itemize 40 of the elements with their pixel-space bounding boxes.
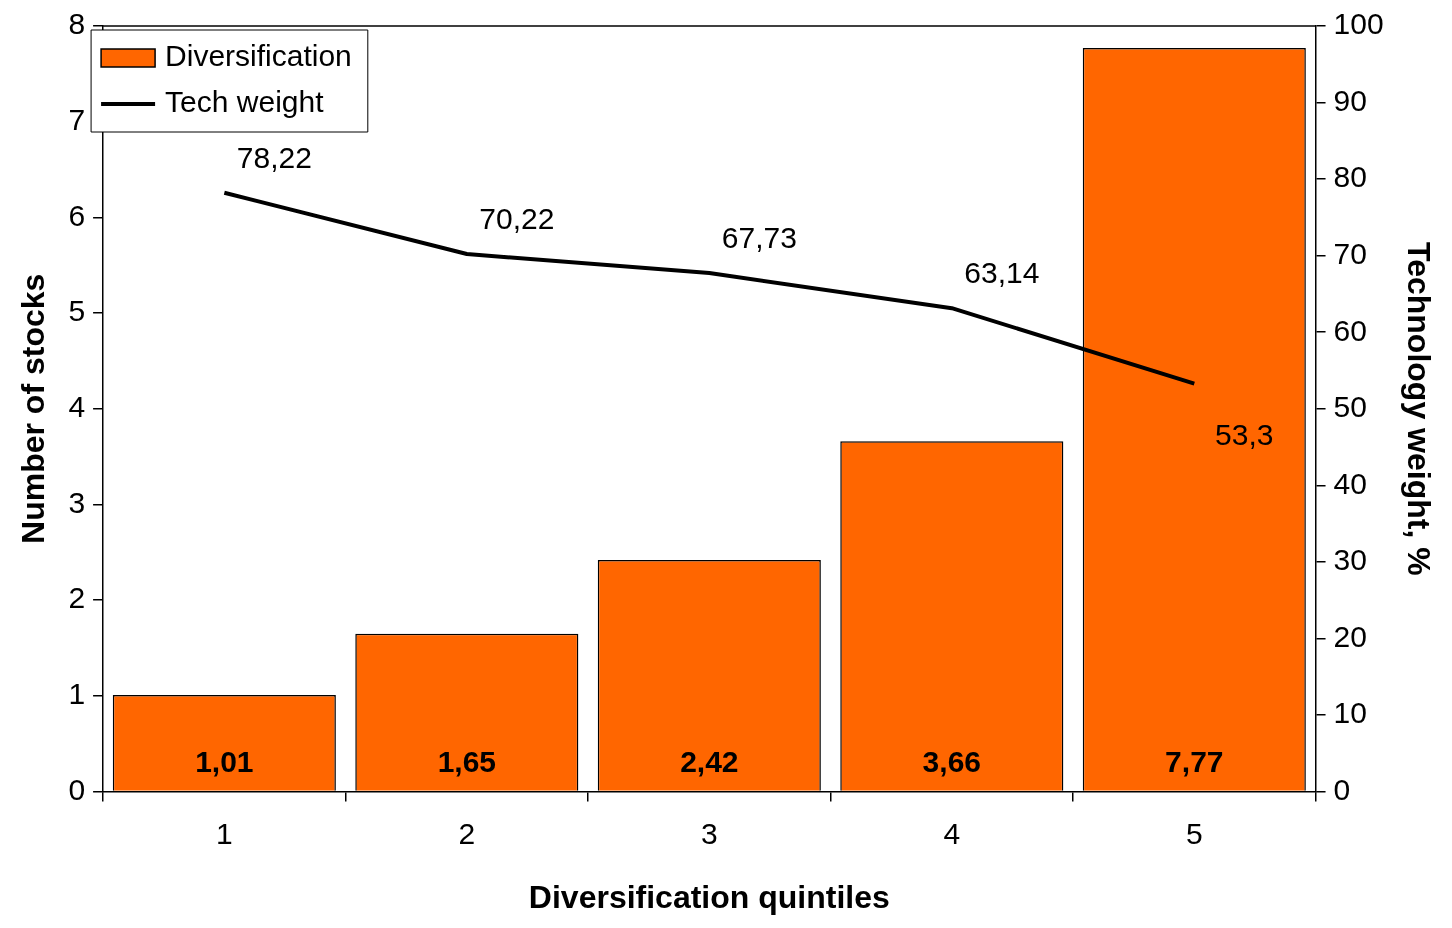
data-label: 3,66 [922, 745, 981, 779]
y2-tick-label: 60 [1333, 313, 1367, 347]
data-label: 63,14 [964, 256, 1040, 290]
y2-tick-label: 0 [1333, 772, 1351, 806]
x-axis-title: Diversification quintiles [528, 878, 890, 915]
y-tick-label: 5 [68, 294, 86, 328]
y-tick-label: 8 [68, 7, 86, 41]
legend-label: Diversification [165, 39, 352, 73]
data-label: 7,77 [1165, 745, 1224, 779]
data-label: 78,22 [236, 141, 312, 175]
data-label: 2,42 [680, 745, 739, 779]
y-tick-label: 6 [68, 198, 86, 232]
x-tick-label: 3 [700, 816, 718, 850]
y-tick-label: 3 [68, 485, 86, 519]
y2-tick-label: 20 [1333, 619, 1367, 653]
y2-tick-label: 90 [1333, 83, 1367, 117]
y-tick-label: 2 [68, 581, 86, 615]
y-tick-label: 7 [68, 102, 86, 136]
legend-label: Tech weight [165, 85, 325, 119]
data-label: 67,73 [721, 221, 797, 255]
y2-tick-label: 40 [1333, 466, 1367, 500]
x-tick-label: 1 [215, 816, 233, 850]
x-tick-label: 5 [1185, 816, 1203, 850]
x-tick-label: 4 [943, 816, 961, 850]
y2-tick-label: 30 [1333, 543, 1367, 577]
y2-axis-title: Technology weight, % [1400, 241, 1437, 576]
y-tick-label: 1 [68, 677, 86, 711]
y-axis-title: Number of stocks [15, 273, 52, 544]
data-label: 1,01 [195, 745, 254, 779]
y2-tick-label: 10 [1333, 696, 1367, 730]
y2-tick-label: 70 [1333, 236, 1367, 270]
y2-tick-label: 100 [1333, 7, 1384, 41]
y2-tick-label: 50 [1333, 390, 1367, 424]
y-tick-label: 0 [68, 772, 86, 806]
y2-tick-label: 80 [1333, 160, 1367, 194]
data-label: 1,65 [437, 745, 497, 779]
x-tick-label: 2 [458, 816, 476, 850]
data-label: 53,3 [1215, 417, 1274, 451]
data-label: 70,22 [479, 202, 555, 236]
y-tick-label: 4 [68, 390, 86, 424]
